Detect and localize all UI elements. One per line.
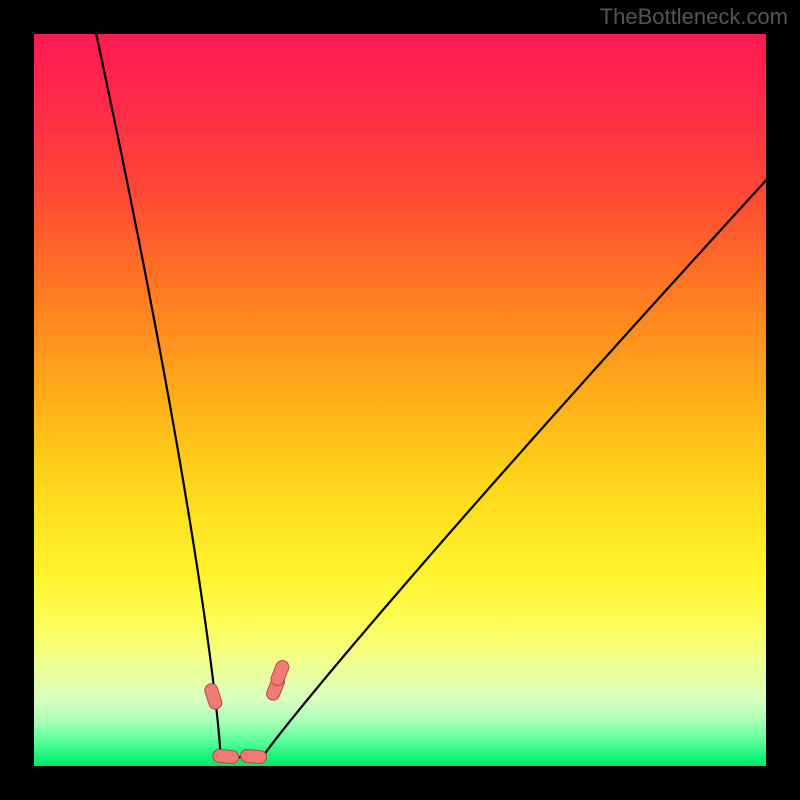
chart-stage: TheBottleneck.com xyxy=(0,0,800,800)
plot-area-gradient xyxy=(34,34,766,766)
watermark-text: TheBottleneck.com xyxy=(600,4,788,30)
